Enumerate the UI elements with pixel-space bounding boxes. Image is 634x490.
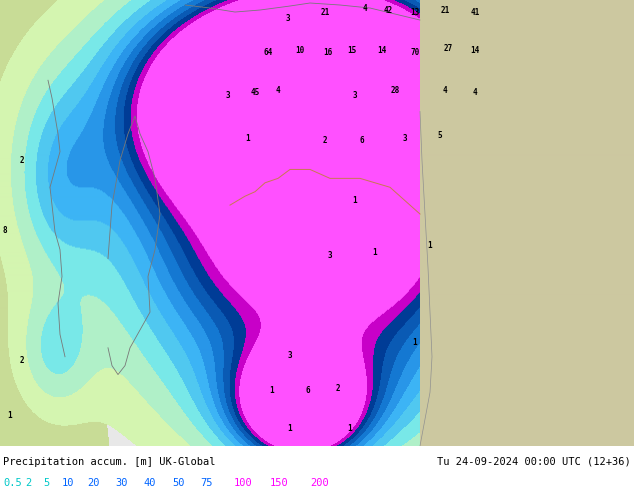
Text: 21: 21 (320, 7, 330, 17)
Text: 30: 30 (115, 478, 127, 489)
Text: 4: 4 (363, 3, 367, 13)
Text: 1: 1 (288, 424, 292, 433)
Text: 1: 1 (353, 196, 358, 205)
Text: 50: 50 (172, 478, 184, 489)
Text: 64: 64 (263, 48, 273, 57)
Text: 200: 200 (310, 478, 329, 489)
Text: 8: 8 (3, 226, 8, 235)
Text: 1: 1 (246, 134, 250, 143)
Text: 2: 2 (20, 156, 24, 165)
Text: 15: 15 (347, 46, 356, 54)
Text: 3: 3 (353, 91, 358, 99)
Text: 3: 3 (328, 251, 332, 260)
Text: 4: 4 (473, 88, 477, 97)
Text: 4: 4 (443, 86, 448, 95)
Text: 6: 6 (306, 386, 310, 395)
Text: 0.5: 0.5 (3, 478, 22, 489)
Text: 1: 1 (269, 386, 275, 395)
Text: 3: 3 (286, 14, 290, 23)
Text: 10: 10 (295, 46, 304, 54)
Text: 2: 2 (323, 136, 327, 145)
Text: 6: 6 (359, 136, 365, 145)
Text: 14: 14 (377, 46, 387, 54)
Text: 2: 2 (335, 384, 340, 393)
Text: 28: 28 (391, 86, 399, 95)
Text: 75: 75 (200, 478, 212, 489)
Text: 70: 70 (410, 48, 420, 57)
Text: Precipitation accum. [m] UK-Global: Precipitation accum. [m] UK-Global (3, 457, 216, 467)
Text: 10: 10 (62, 478, 75, 489)
Text: 20: 20 (87, 478, 100, 489)
Text: 1: 1 (413, 338, 417, 347)
Text: 41: 41 (470, 7, 480, 17)
Text: 2: 2 (20, 356, 24, 365)
Text: 100: 100 (234, 478, 253, 489)
Text: 1: 1 (8, 411, 12, 420)
Text: 5: 5 (437, 131, 443, 140)
Text: 1: 1 (347, 424, 353, 433)
Text: 42: 42 (384, 5, 392, 15)
Text: 3: 3 (403, 134, 407, 143)
Text: Tu 24-09-2024 00:00 UTC (12+36): Tu 24-09-2024 00:00 UTC (12+36) (437, 457, 631, 467)
Text: 5: 5 (43, 478, 49, 489)
Text: 3: 3 (288, 351, 292, 360)
Text: 1: 1 (373, 248, 377, 257)
Text: 1: 1 (428, 241, 432, 250)
Text: 14: 14 (470, 46, 480, 54)
Text: 27: 27 (443, 44, 453, 52)
Text: 40: 40 (143, 478, 155, 489)
Text: 2: 2 (25, 478, 31, 489)
Text: 3: 3 (226, 91, 230, 99)
Text: 150: 150 (270, 478, 288, 489)
Text: 13: 13 (410, 7, 420, 17)
Text: 16: 16 (323, 48, 333, 57)
Text: 45: 45 (250, 88, 260, 97)
Text: 4: 4 (276, 86, 280, 95)
Text: 21: 21 (441, 5, 450, 15)
